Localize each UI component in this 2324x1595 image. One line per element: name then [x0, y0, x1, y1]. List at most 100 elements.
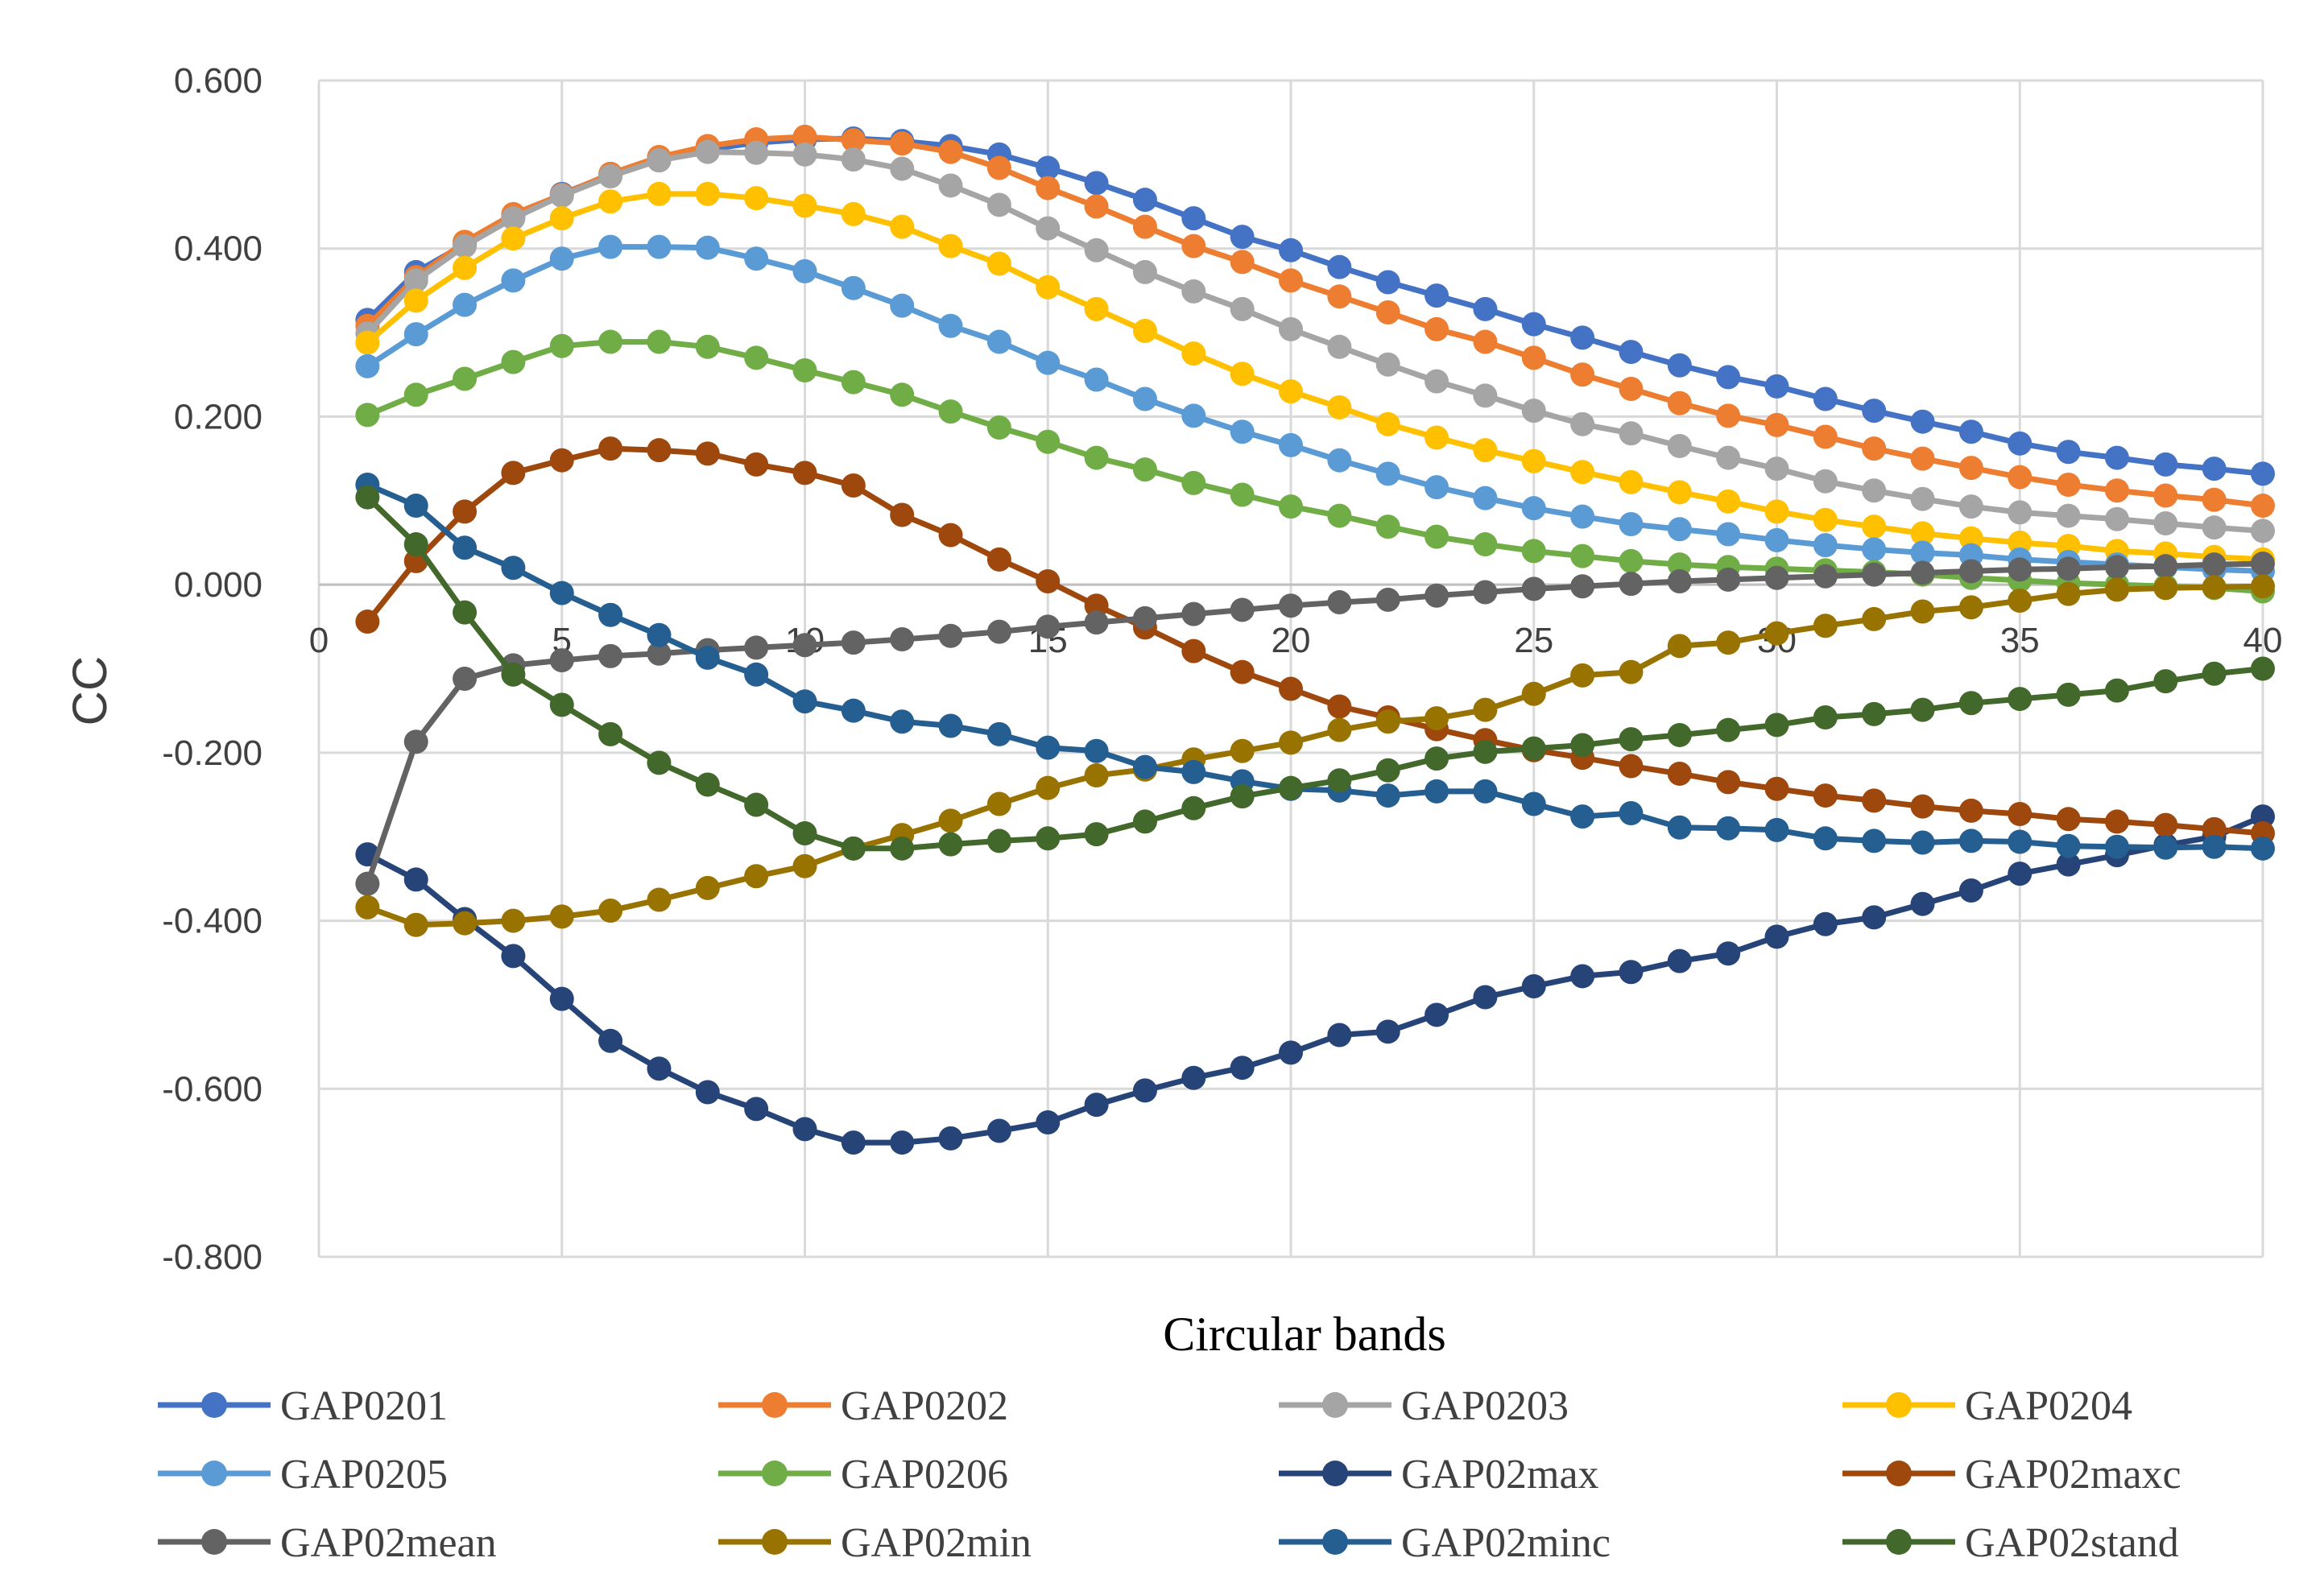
- data-point: [2251, 574, 2275, 599]
- data-point: [1327, 284, 1352, 309]
- legend-label: GAP0203: [1401, 1383, 1569, 1429]
- data-point: [1084, 738, 1109, 763]
- data-point: [355, 330, 380, 355]
- data-point: [1667, 552, 1692, 577]
- data-point: [1521, 312, 1546, 337]
- data-point: [1036, 275, 1061, 300]
- legend-swatch-marker: [201, 1461, 227, 1486]
- data-point: [792, 358, 817, 383]
- data-point: [403, 729, 428, 754]
- data-point: [598, 643, 623, 668]
- data-point: [2104, 445, 2129, 470]
- data-point: [695, 441, 720, 466]
- data-point: [1375, 270, 1400, 295]
- data-point: [1521, 539, 1546, 564]
- data-point: [890, 214, 915, 239]
- data-point: [1862, 788, 1887, 813]
- y-tick-label: 0.200: [174, 397, 263, 436]
- data-point: [1473, 697, 1498, 722]
- series-line: [364, 191, 2266, 563]
- legend-swatch-marker: [1886, 1392, 1912, 1418]
- data-point: [453, 667, 478, 692]
- data-point: [695, 139, 720, 164]
- data-point: [1132, 754, 1157, 779]
- data-point: [1036, 350, 1061, 375]
- data-point: [792, 853, 817, 878]
- data-point: [1084, 238, 1109, 262]
- data-point: [453, 255, 478, 280]
- data-point: [598, 1028, 623, 1053]
- data-point: [501, 268, 526, 293]
- data-point: [1958, 691, 1983, 716]
- data-point: [1425, 746, 1449, 771]
- data-point: [1619, 727, 1644, 752]
- data-point: [986, 619, 1011, 644]
- data-point: [986, 791, 1011, 816]
- data-point: [1084, 171, 1109, 196]
- data-point: [1181, 233, 1206, 258]
- data-point: [1327, 395, 1352, 419]
- data-point: [1473, 985, 1498, 1010]
- data-point: [2008, 530, 2032, 555]
- data-point: [1375, 411, 1400, 436]
- data-point: [744, 186, 769, 211]
- data-point: [1425, 316, 1449, 341]
- data-point: [1084, 194, 1109, 219]
- data-point: [1716, 489, 1741, 514]
- data-point: [1570, 460, 1595, 485]
- series-group: [355, 124, 2275, 1155]
- data-point: [1570, 325, 1595, 350]
- data-point: [453, 535, 478, 560]
- data-point: [744, 792, 769, 817]
- data-point: [355, 353, 380, 378]
- legend-item: GAP02minc: [1279, 1520, 1611, 1566]
- data-point: [2251, 804, 2275, 829]
- data-point: [938, 832, 963, 857]
- legend-item: GAP0204: [1842, 1383, 2132, 1429]
- data-point: [355, 871, 380, 896]
- legend-swatch-marker: [201, 1392, 227, 1418]
- data-point: [938, 139, 963, 164]
- data-point: [1036, 775, 1061, 800]
- data-point: [744, 452, 769, 477]
- data-point: [1910, 486, 1935, 511]
- data-point: [2153, 576, 2178, 601]
- data-point: [501, 226, 526, 251]
- data-point: [1813, 386, 1838, 411]
- legend-label: GAP02max: [1401, 1452, 1599, 1498]
- data-point: [841, 370, 866, 395]
- data-point: [1327, 694, 1352, 719]
- data-point: [355, 895, 380, 919]
- data-point: [1521, 399, 1546, 424]
- legend-swatch-marker: [201, 1529, 227, 1555]
- data-point: [1375, 352, 1400, 377]
- data-point: [1862, 537, 1887, 562]
- data-point: [1425, 425, 1449, 450]
- data-point: [1764, 621, 1789, 646]
- data-point: [501, 461, 526, 486]
- data-point: [1375, 514, 1400, 539]
- data-point: [1473, 486, 1498, 510]
- series-GAP0206: [355, 329, 2275, 604]
- data-point: [986, 251, 1011, 276]
- x-tick-label: 25: [1514, 621, 1553, 660]
- legend-label: GAP02mean: [280, 1520, 497, 1566]
- data-point: [841, 473, 866, 498]
- data-point: [1958, 798, 1983, 823]
- data-point: [1716, 630, 1741, 655]
- data-point: [1425, 283, 1449, 308]
- data-point: [1521, 345, 1546, 370]
- data-point: [1862, 828, 1887, 853]
- data-point: [453, 911, 478, 936]
- data-point: [695, 875, 720, 900]
- data-point: [1570, 804, 1595, 829]
- data-point: [2056, 682, 2081, 707]
- series-line: [364, 583, 2266, 928]
- data-point: [1667, 815, 1692, 840]
- data-point: [1132, 605, 1157, 630]
- data-point: [1862, 606, 1887, 631]
- data-point: [1230, 419, 1255, 444]
- data-point: [2202, 816, 2227, 841]
- data-point: [1667, 634, 1692, 659]
- data-point: [1230, 250, 1255, 275]
